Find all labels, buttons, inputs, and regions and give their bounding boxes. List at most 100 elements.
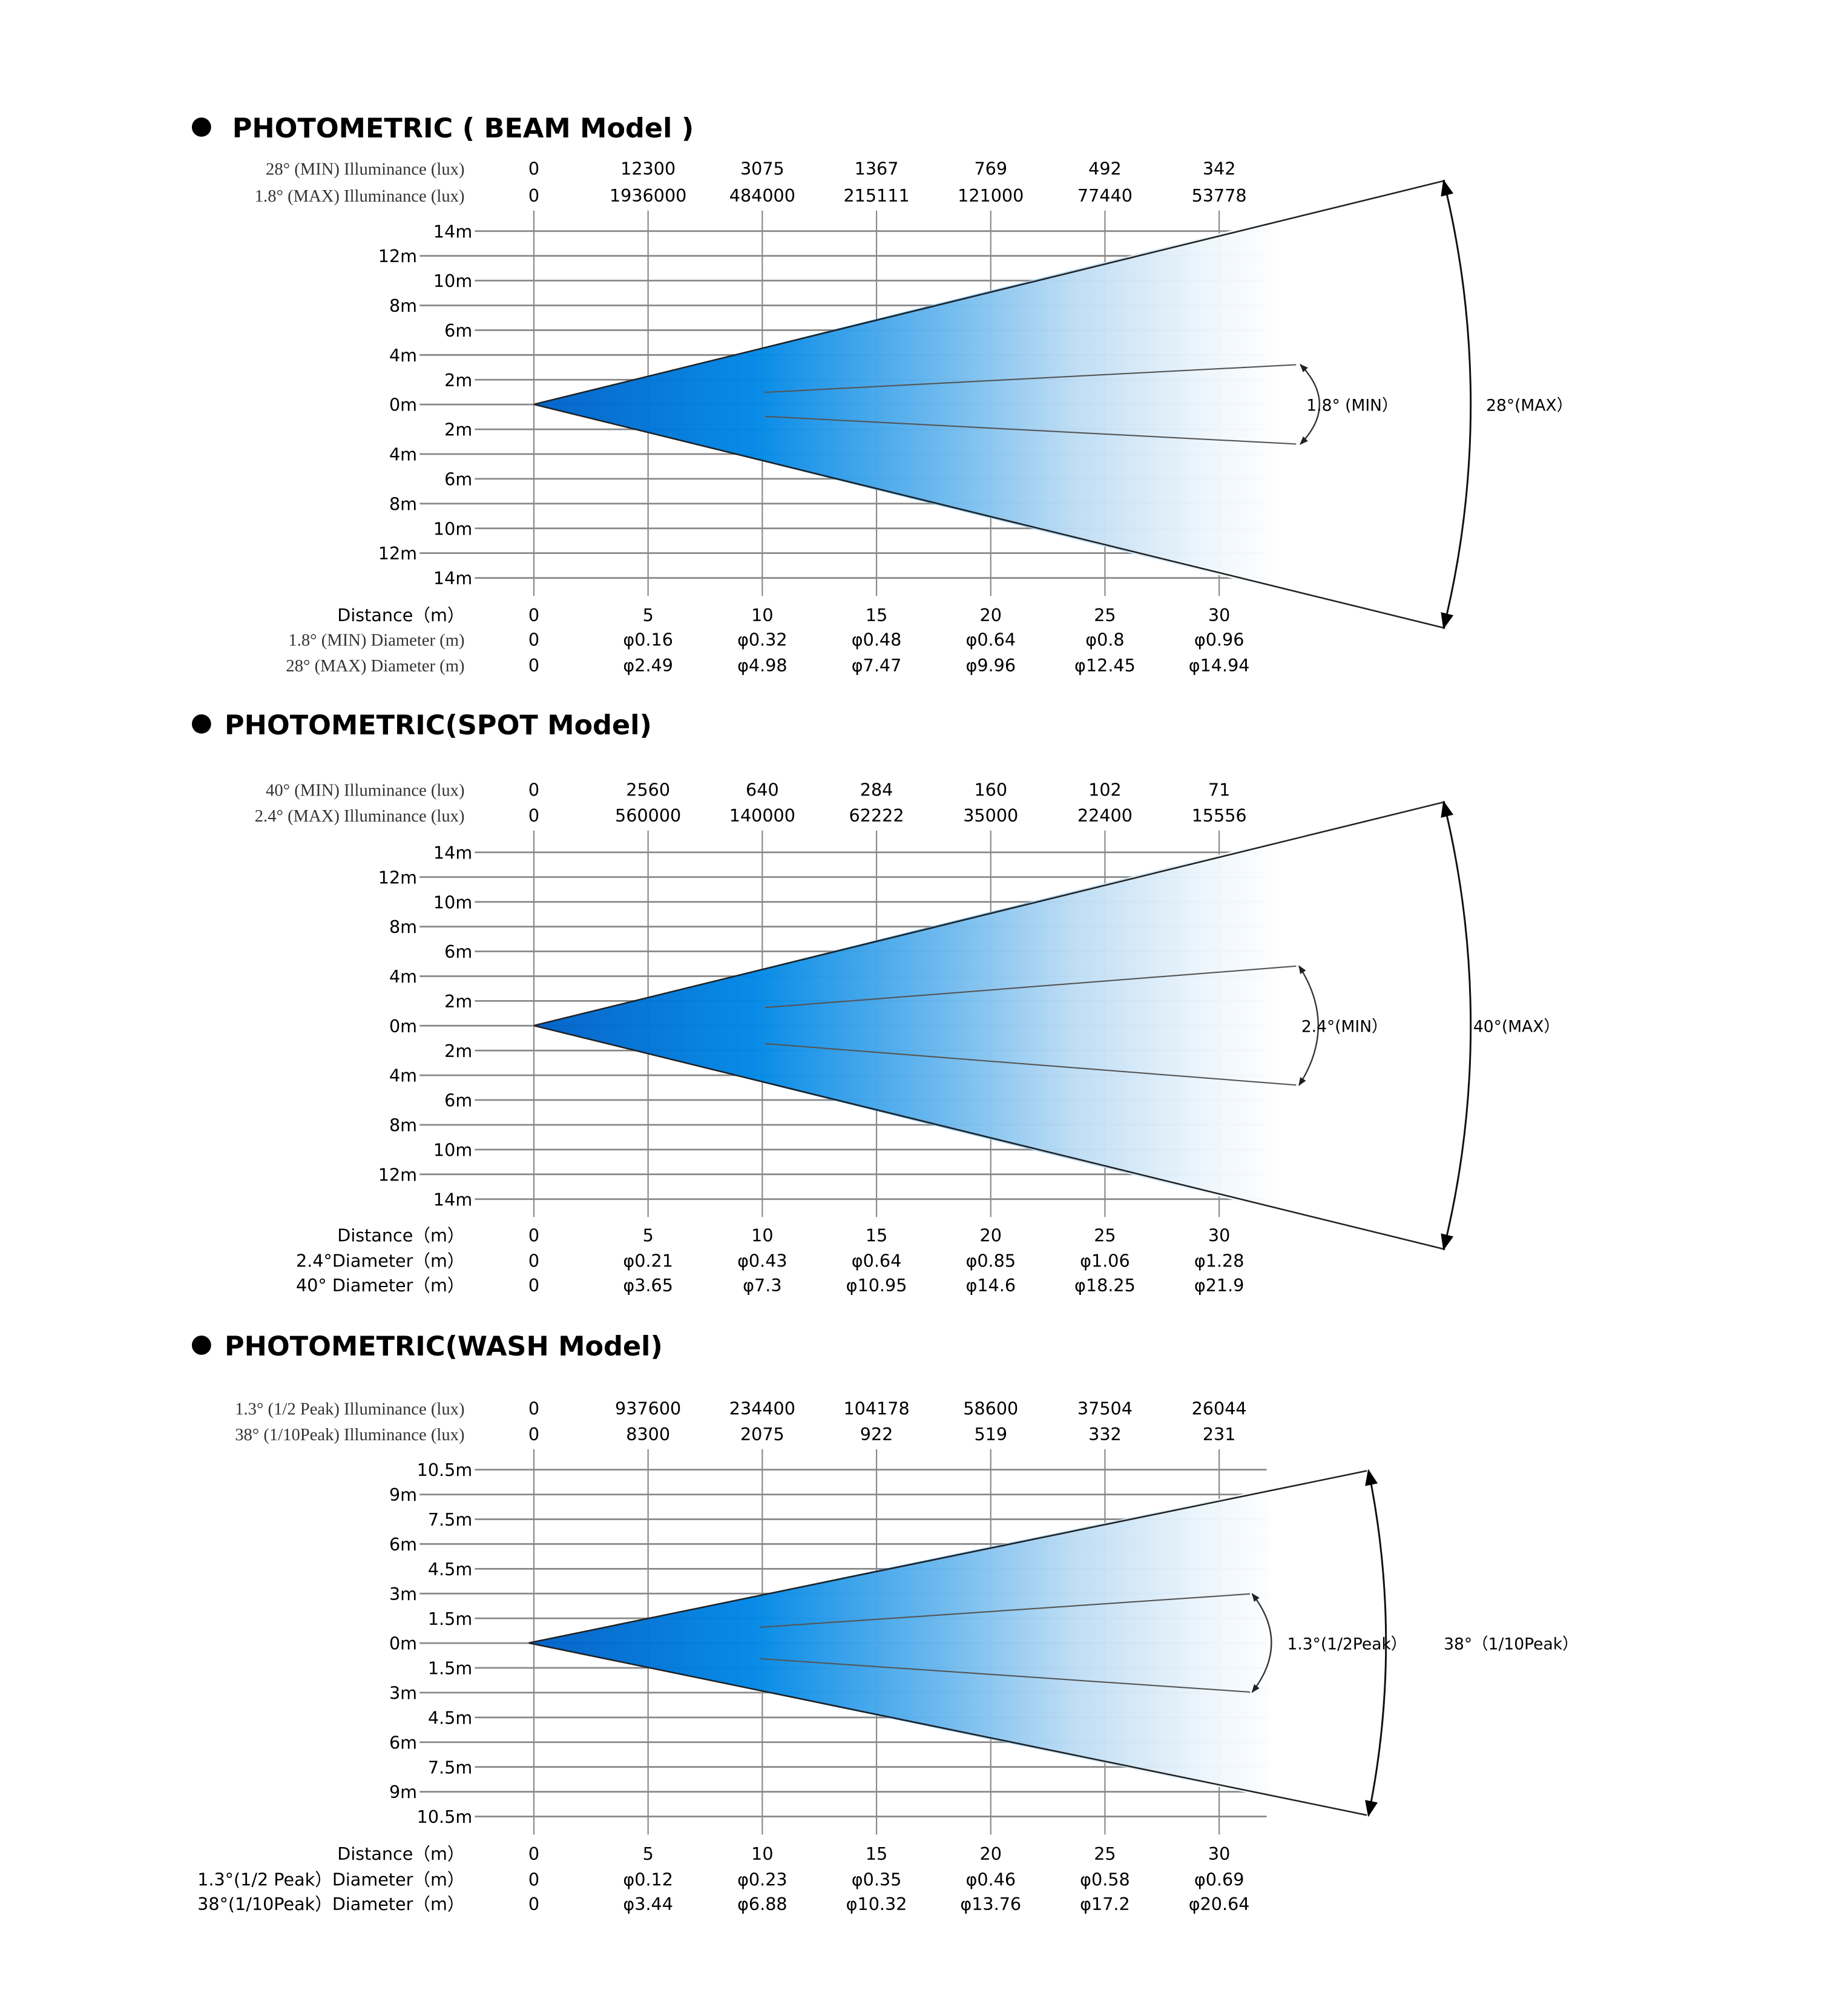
y-axis-label: 8m: [389, 295, 417, 316]
distance-row-label: Distance（m）: [337, 605, 464, 625]
distance-value: 20: [980, 605, 1002, 625]
section-title: PHOTOMETRIC ( BEAM Model ): [232, 113, 694, 144]
diameter-inner-value: φ0.32: [737, 630, 788, 650]
bullet-icon: [191, 117, 211, 137]
distance-row-label: Distance（m）: [337, 1843, 464, 1864]
illuminance-value: 937600: [615, 1398, 681, 1418]
diameter-outer-value: φ14.94: [1189, 655, 1250, 676]
inner-beam-edge-bottom: [765, 415, 1297, 445]
beam-cone: [533, 824, 1341, 1227]
y-axis-label: 4m: [389, 444, 417, 465]
y-axis-label: 7.5m: [428, 1509, 472, 1530]
section-wash-model: PHOTOMETRIC(WASH Model) 1.3° (1/2 Peak) I…: [191, 1331, 1579, 1914]
outer-beam-edge-top: [533, 180, 1445, 406]
y-axis-label: 8m: [389, 1115, 417, 1136]
y-axis-label: 2m: [444, 370, 472, 390]
y-axis-label: 12m: [378, 867, 417, 888]
inner-angle-label: 1.8° (MIN）: [1306, 397, 1398, 415]
diameter-inner-value: φ0.64: [852, 1251, 902, 1271]
distance-value: 10: [751, 605, 773, 625]
diameter-inner-value: φ0.23: [737, 1869, 788, 1890]
illuminance-value: 0: [528, 1398, 539, 1418]
diameter-outer-value: φ10.95: [846, 1275, 907, 1296]
beam-cone: [533, 205, 1335, 604]
inner-beam-edge-top: [765, 364, 1297, 394]
illuminance-value: 234400: [729, 1398, 795, 1418]
illuminance-value: 22400: [1077, 805, 1133, 826]
distance-value: 15: [866, 1225, 887, 1245]
y-axis-label: 7.5m: [428, 1757, 472, 1777]
bullet-icon: [191, 714, 211, 734]
distance-value: 5: [643, 1225, 654, 1245]
y-axis-label: 6m: [444, 941, 472, 962]
diameter-outer-value: φ12.45: [1074, 655, 1136, 676]
y-axis-label: 1.5m: [428, 1658, 472, 1679]
diameter-inner-value: 0: [528, 630, 539, 650]
illuminance-value: 484000: [729, 185, 795, 206]
outer-angle-arc-icon: [1441, 800, 1472, 1251]
illuminance-value: 62222: [849, 805, 904, 826]
y-axis-label: 10.5m: [417, 1460, 473, 1480]
illuminance-value: 104178: [843, 1398, 909, 1418]
illuminance-value: 12300: [620, 158, 676, 179]
illuminance-value: 769: [974, 158, 1007, 179]
y-axis-label: 4.5m: [428, 1559, 472, 1579]
diameter-inner-value: 0: [528, 1869, 539, 1890]
outer-beam-edge-top: [528, 1470, 1367, 1644]
illuminance-row-label: 28° (MIN) Illuminance (lux): [266, 159, 464, 179]
diameter-inner-row-label: 1.8° (MIN) Diameter (m): [288, 631, 464, 650]
beam-cone: [528, 1488, 1271, 1798]
illuminance-value: 492: [1088, 158, 1122, 179]
diameter-outer-row-label: 28° (MAX) Diameter (m): [286, 656, 464, 676]
illuminance-value: 0: [528, 780, 539, 800]
illuminance-value: 102: [1088, 780, 1122, 800]
section-title: PHOTOMETRIC(WASH Model): [225, 1331, 663, 1362]
inner-beam-edge-bottom: [760, 1658, 1251, 1693]
distance-row-label: Distance（m）: [337, 1225, 464, 1245]
illuminance-value: 77440: [1077, 185, 1133, 206]
diameter-outer-value: φ10.32: [846, 1894, 907, 1914]
illuminance-value: 922: [860, 1424, 893, 1444]
distance-value: 25: [1094, 1225, 1116, 1245]
distance-value: 15: [866, 605, 887, 625]
illuminance-value: 640: [746, 780, 779, 800]
diameter-outer-value: φ17.2: [1080, 1894, 1130, 1914]
y-axis-label: 6m: [389, 1534, 417, 1555]
illuminance-value: 332: [1088, 1424, 1122, 1444]
distance-value: 30: [1208, 605, 1230, 625]
illuminance-value: 53778: [1192, 185, 1247, 206]
inner-beam-edge-top: [760, 1593, 1251, 1628]
distance-value: 30: [1208, 1225, 1230, 1245]
y-axis-label: 8m: [389, 917, 417, 937]
illuminance-row-label: 38° (1/10Peak) Illuminance (lux): [235, 1425, 464, 1444]
diameter-outer-value: φ7.47: [852, 655, 902, 676]
y-axis-label: 6m: [444, 469, 472, 490]
illuminance-value: 8300: [626, 1424, 670, 1444]
y-axis-label: 10m: [433, 271, 472, 291]
distance-value: 0: [528, 1843, 539, 1864]
outer-beam-edge-bottom: [533, 1024, 1445, 1250]
diameter-inner-value: φ1.06: [1080, 1251, 1130, 1271]
diameter-inner-value: φ0.12: [623, 1869, 673, 1890]
y-axis-label: 4.5m: [428, 1707, 472, 1728]
distance-value: 25: [1094, 1843, 1116, 1864]
outer-angle-label: 38°（1/10Peak）: [1444, 1635, 1578, 1653]
illuminance-value: 560000: [615, 805, 681, 826]
distance-value: 15: [866, 1843, 887, 1864]
diameter-outer-value: φ7.3: [743, 1275, 781, 1296]
inner-angle-label: 1.3°(1/2Peak）: [1287, 1635, 1407, 1653]
illuminance-value: 15556: [1192, 805, 1247, 826]
illuminance-value: 71: [1208, 780, 1230, 800]
y-axis-label: 12m: [378, 543, 417, 564]
illuminance-value: 0: [528, 1424, 539, 1444]
diameter-outer-value: φ18.25: [1074, 1275, 1136, 1296]
y-axis-label: 10m: [433, 1139, 472, 1160]
illuminance-value: 231: [1203, 1424, 1236, 1444]
diameter-outer-value: φ14.6: [965, 1275, 1016, 1296]
inner-angle-label: 2.4°(MIN）: [1301, 1018, 1388, 1036]
inner-angle-arc-icon: [1298, 965, 1319, 1086]
illuminance-value: 0: [528, 185, 539, 206]
diameter-inner-value: φ0.8: [1085, 630, 1124, 650]
